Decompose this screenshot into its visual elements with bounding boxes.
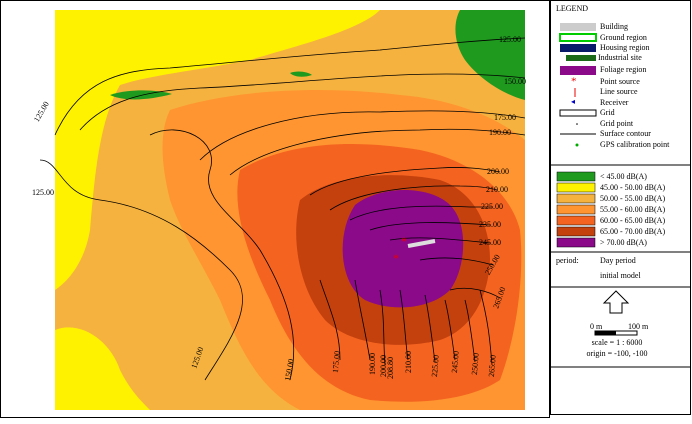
scale-origin: origin = -100, -100 xyxy=(587,349,648,358)
contour-label: 150.00 xyxy=(283,358,296,381)
level-label: > 70.00 dB(A) xyxy=(600,238,647,247)
legend-item: GPS calibration point xyxy=(600,140,670,149)
noise-zone xyxy=(55,10,380,290)
svg-text:*: * xyxy=(571,76,577,88)
contour-label: 235.00 xyxy=(479,220,501,229)
legend-item: Foliage region xyxy=(600,65,646,74)
noise-zone xyxy=(290,71,312,77)
building xyxy=(407,239,436,248)
sources: * * xyxy=(393,234,436,265)
point-source: * xyxy=(401,234,407,248)
contour-label: 175.00 xyxy=(331,351,342,374)
noise-zone xyxy=(200,10,340,41)
level-swatch xyxy=(556,204,596,215)
level-label: 45.00 - 50.00 dB(A) xyxy=(600,183,665,192)
contour-label: 200.00 xyxy=(379,355,388,377)
contour-label: 150.00 xyxy=(504,77,526,86)
level-label: < 45.00 dB(A) xyxy=(600,172,647,181)
level-label: 65.00 - 70.00 dB(A) xyxy=(600,227,665,236)
contour-label: 225.00 xyxy=(481,202,503,211)
scale-min: 0 m xyxy=(590,322,603,331)
model-name: initial model xyxy=(600,271,641,280)
noise-map xyxy=(55,10,525,410)
level-label: 55.00 - 60.00 dB(A) xyxy=(600,205,665,214)
contour-label: 175.00 xyxy=(494,113,516,122)
noise-zone xyxy=(455,10,525,100)
legend-item: Point source xyxy=(600,77,640,86)
contour-label: 200.00 xyxy=(487,167,509,176)
svg-text:◂: ◂ xyxy=(571,97,575,106)
contour-label: 245.00 xyxy=(479,238,501,247)
contours xyxy=(39,37,526,381)
legend-item: Grid xyxy=(600,108,615,117)
scale-max: 100 m xyxy=(628,322,649,331)
legend-symbols: * ◂ xyxy=(559,23,597,147)
level-swatch xyxy=(556,171,596,182)
contour-label: 190.00 xyxy=(489,128,511,137)
level-swatch xyxy=(556,182,596,193)
legend-item: Ground region xyxy=(600,33,647,42)
contour-label: 190.00 xyxy=(368,353,377,375)
noise-zone xyxy=(55,327,150,410)
legend-item: Grid point xyxy=(600,119,634,128)
contour-label: 210.00 xyxy=(486,185,508,194)
level-label: 60.00 - 65.00 dB(A) xyxy=(600,216,665,225)
legend-item: Housing region xyxy=(600,43,650,52)
point-source: * xyxy=(393,251,399,265)
north-arrow xyxy=(602,290,630,314)
contour-label: 210.00 xyxy=(404,351,413,373)
level-swatch xyxy=(556,237,596,248)
period-label: period: xyxy=(556,256,579,265)
contour-label: 125.00 xyxy=(499,35,521,44)
legend-title: LEGEND xyxy=(556,4,588,13)
contour-label: 250.00 xyxy=(470,353,481,376)
contour-label: 225.00 xyxy=(430,355,441,378)
legend-item: Surface contour xyxy=(600,129,651,138)
contour-label: 265.00 xyxy=(487,355,498,378)
level-swatch xyxy=(556,193,596,204)
contour-label: 208.80 xyxy=(386,357,395,379)
contour-label: 125.00 xyxy=(32,188,54,197)
level-swatch xyxy=(556,226,596,237)
contour-label: 245.00 xyxy=(450,351,461,374)
legend-item: Receiver xyxy=(600,98,629,107)
level-swatch xyxy=(556,215,596,226)
scale-ratio: scale = 1 : 6000 xyxy=(592,338,643,347)
legend-item: Building xyxy=(600,22,628,31)
legend-item: Line source xyxy=(600,87,638,96)
period-value: Day period xyxy=(600,256,636,265)
legend-item: Industrial site xyxy=(598,53,642,62)
noise-zone xyxy=(342,190,464,308)
level-label: 50.00 - 55.00 dB(A) xyxy=(600,194,665,203)
